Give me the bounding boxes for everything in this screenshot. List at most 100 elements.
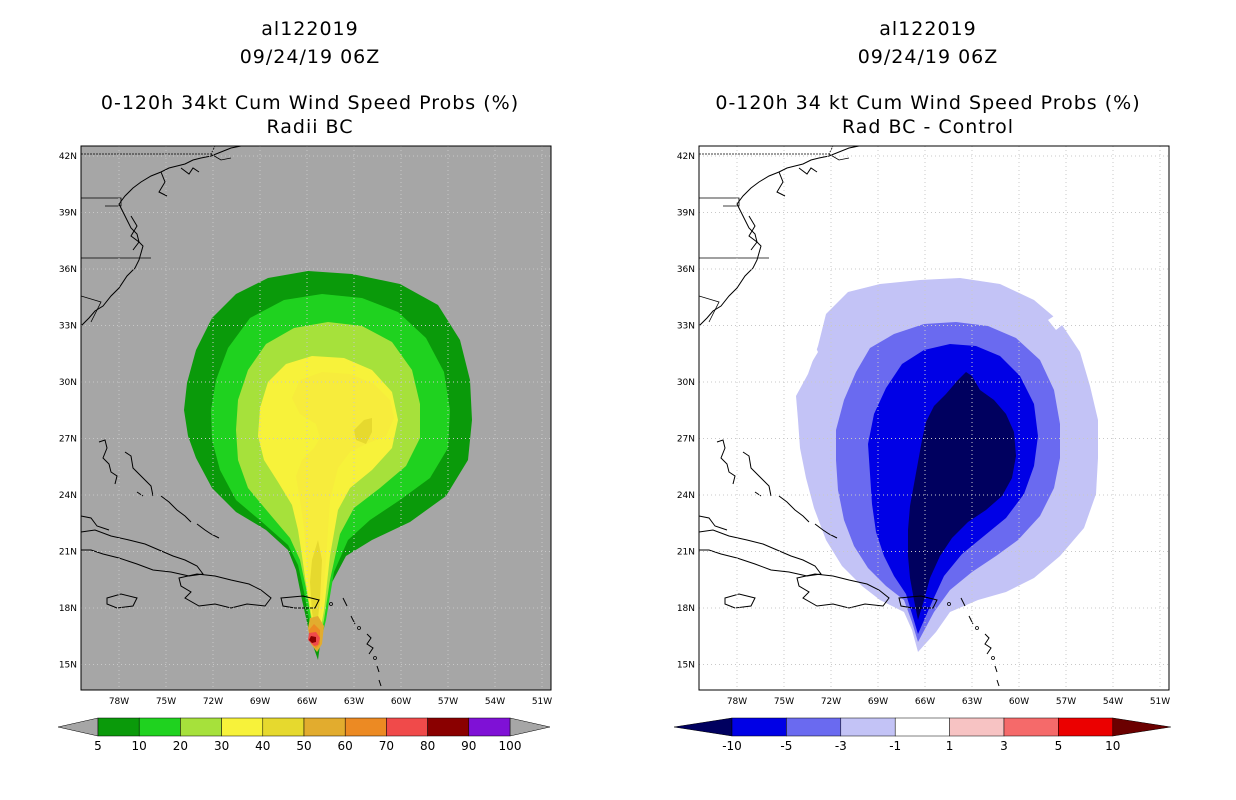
right-lat-lon-grid — [699, 146, 1169, 690]
colorbar-label: -5 — [780, 739, 792, 753]
colorbar-swatch — [468, 717, 511, 737]
colorbar-swatch — [138, 717, 181, 737]
right-lat-label: 21N — [677, 548, 695, 558]
right-lat-label: 15N — [677, 661, 695, 671]
right-subtitle-block: 0-120h 34 kt Cum Wind Speed Probs (%) Ra… — [648, 89, 1208, 141]
colorbar-swatch — [262, 717, 305, 737]
right-lon-label: 72W — [821, 697, 841, 707]
left-title-block: al122019 09/24/19 06Z — [30, 15, 590, 71]
left-lon-label: 66W — [297, 697, 317, 707]
right-lon-label: 69W — [868, 697, 888, 707]
left-datetime: 09/24/19 06Z — [239, 46, 381, 68]
colorbar-swatch — [731, 717, 787, 737]
left-subtitle-block: 0-120h 34kt Cum Wind Speed Probs (%) Rad… — [30, 89, 590, 141]
right-lon-label: 75W — [774, 697, 794, 707]
left-lon-label: 72W — [203, 697, 223, 707]
colorbar-swatch — [344, 717, 387, 737]
colorbar-swatch — [97, 717, 140, 737]
right-lat-label: 18N — [677, 604, 695, 614]
left-lon-label: 63W — [344, 697, 364, 707]
right-title-block: al122019 09/24/19 06Z — [648, 15, 1208, 71]
colorbar-label: 80 — [420, 739, 435, 753]
colorbar-label: 20 — [173, 739, 188, 753]
left-lat-label: 18N — [59, 604, 77, 614]
colorbar-swatch — [1058, 717, 1114, 737]
right-axis-labels: 42N 39N 36N 33N 30N 27N 24N 21N 18N 15N 78W 75W 72W 6… — [677, 152, 1170, 707]
left-lat-lon-grid — [81, 146, 551, 690]
right-difference-contours — [796, 278, 1102, 652]
left-map-panel: 42N 39N 36N 33N 30N 27N 24N 21N 18N 15N 78W 75W 72W 6… — [59, 145, 552, 707]
right-map-panel: 42N 39N 36N 33N 30N 27N 24N 21N 18N 15N 78W 75W 72W 6… — [677, 145, 1170, 707]
right-lon-label: 60W — [1009, 697, 1029, 707]
colorbar-swatch — [386, 717, 428, 737]
colorbar-swatch — [949, 717, 1005, 737]
left-axis-labels: 42N 39N 36N 33N 30N 27N 24N 21N 18N 15N 78W 75W 72W 6… — [59, 152, 552, 707]
left-map-frame — [80, 145, 552, 691]
colorbar-swatch — [786, 717, 842, 737]
colorbar-label: 50 — [296, 739, 311, 753]
left-lat-label: 33N — [59, 322, 77, 332]
right-lon-label: 57W — [1056, 697, 1076, 707]
left-colorbar: 5 10 20 30 40 50 60 70 80 90 100 — [57, 717, 551, 753]
colorbar-label: 100 — [499, 739, 522, 753]
right-lat-label: 39N — [677, 209, 695, 219]
right-panel-label: Rad BC - Control — [841, 116, 1015, 138]
left-lat-label: 36N — [59, 265, 77, 275]
left-lat-label: 15N — [59, 661, 77, 671]
right-datetime: 09/24/19 06Z — [857, 46, 999, 68]
colorbar-label: 90 — [461, 739, 476, 753]
colorbar-swatch — [840, 717, 896, 737]
right-contour-minus10 — [908, 372, 1016, 620]
right-lon-label: 51W — [1150, 697, 1170, 707]
left-lon-label: 78W — [109, 697, 129, 707]
left-lat-label: 42N — [59, 152, 77, 162]
right-map-frame — [698, 145, 1170, 691]
colorbar-swatch — [303, 717, 346, 737]
right-lon-label: 63W — [962, 697, 982, 707]
left-lat-label: 24N — [59, 491, 77, 501]
colorbar-high-arrow — [1112, 717, 1171, 737]
colorbar-label: 40 — [255, 739, 270, 753]
colorbar-label: 1 — [946, 739, 954, 753]
left-lat-label: 27N — [59, 435, 77, 445]
left-contour-50 — [310, 418, 372, 636]
colorbar-label: -3 — [835, 739, 847, 753]
left-panel-label: Radii BC — [266, 116, 354, 138]
left-probability-contours — [184, 271, 472, 660]
right-lat-label: 33N — [677, 322, 695, 332]
colorbar-label: -1 — [889, 739, 901, 753]
right-lat-label: 42N — [677, 152, 695, 162]
left-lon-label: 54W — [485, 697, 505, 707]
colorbar-label: 70 — [379, 739, 394, 753]
left-lat-label: 39N — [59, 209, 77, 219]
colorbar-label: -10 — [722, 739, 742, 753]
colorbar-swatch — [180, 717, 222, 737]
right-lon-label: 78W — [727, 697, 747, 707]
left-lon-label: 69W — [250, 697, 270, 707]
colorbar-high-arrow — [509, 717, 551, 737]
colorbar-label: 30 — [214, 739, 229, 753]
colorbar-low-arrow — [57, 717, 99, 737]
colorbar-swatch — [894, 717, 950, 737]
left-contour-90 — [309, 636, 316, 643]
colorbar-label: 60 — [338, 739, 353, 753]
colorbar-swatch — [221, 717, 264, 737]
left-lon-label: 60W — [391, 697, 411, 707]
right-product-title: 0-120h 34 kt Cum Wind Speed Probs (%) — [715, 92, 1141, 114]
left-storm-id: al122019 — [261, 18, 359, 40]
right-lat-label: 24N — [677, 491, 695, 501]
colorbar-label: 10 — [1105, 739, 1120, 753]
colorbar-swatch — [1003, 717, 1059, 737]
colorbar-label: 5 — [94, 739, 102, 753]
colorbar-label: 5 — [1055, 739, 1063, 753]
right-colorbar: -10 -5 -3 -1 1 3 5 10 — [673, 717, 1171, 753]
left-lat-label: 21N — [59, 548, 77, 558]
right-lon-label: 66W — [915, 697, 935, 707]
right-lat-label: 30N — [677, 378, 695, 388]
right-lat-label: 36N — [677, 265, 695, 275]
colorbar-label: 3 — [1000, 739, 1008, 753]
colorbar-label: 10 — [132, 739, 147, 753]
left-lon-label: 57W — [438, 697, 458, 707]
left-lon-label: 75W — [156, 697, 176, 707]
